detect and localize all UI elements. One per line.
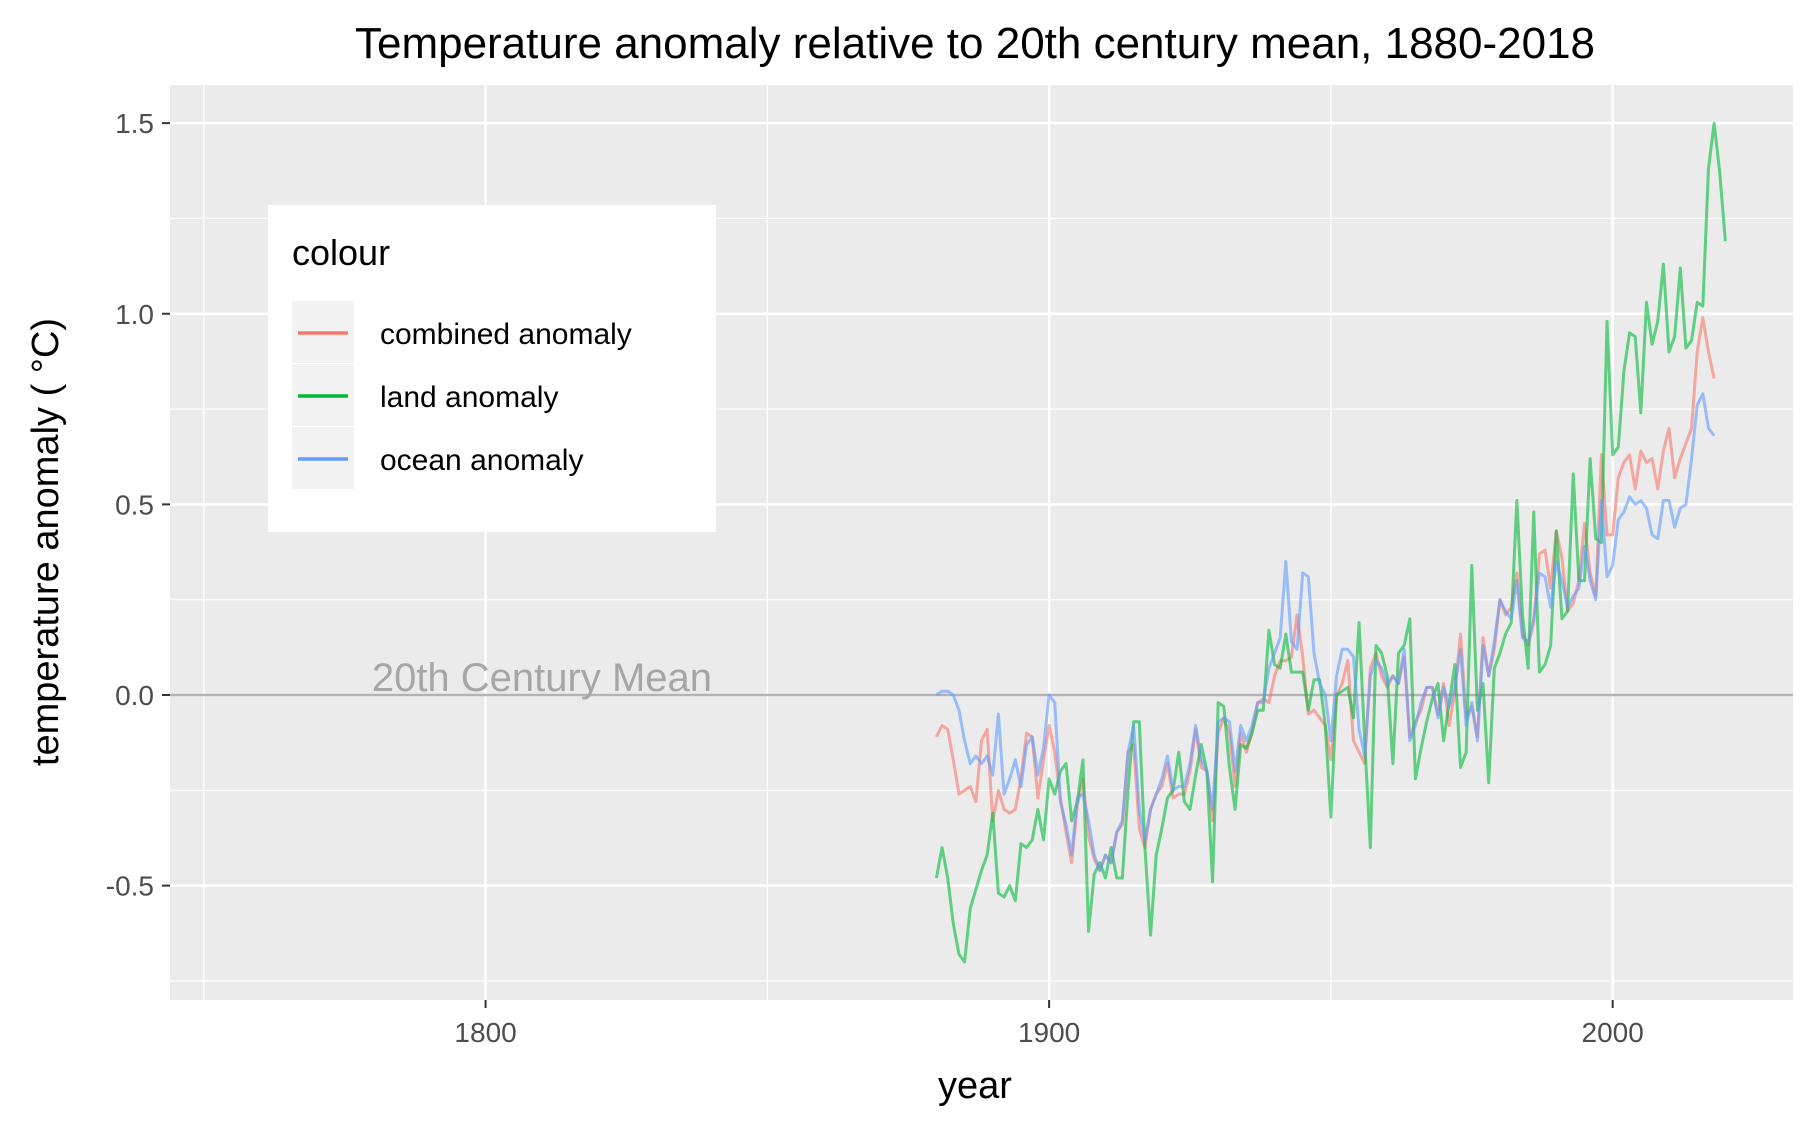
x-tick-label: 1900 xyxy=(1018,1017,1080,1048)
y-tick-label: -0.5 xyxy=(106,871,154,902)
series-lines xyxy=(934,121,1727,964)
x-axis-title: year xyxy=(938,1065,1012,1107)
x-axis: 1800 1900 2000 xyxy=(454,1000,1644,1048)
legend-label: combined anomaly xyxy=(380,318,632,351)
series-line-ocean-anomaly xyxy=(935,392,1716,872)
y-tick-label: 1.0 xyxy=(115,299,154,330)
reference-line-label: 20th Century Mean xyxy=(372,656,712,700)
y-axis-title: temperature anomaly ( °C) xyxy=(25,318,67,766)
y-axis: -0.5 0.0 0.5 1.0 1.5 xyxy=(106,108,170,902)
legend: colour combined anomaly land anomaly ocean… xyxy=(268,205,716,532)
legend-title: colour xyxy=(292,232,390,273)
y-tick-label: 0.5 xyxy=(115,489,154,520)
legend-label: ocean anomaly xyxy=(380,444,583,477)
x-tick-label: 1800 xyxy=(454,1017,516,1048)
series-line-land-anomaly xyxy=(934,121,1727,964)
y-tick-label: 0.0 xyxy=(115,680,154,711)
y-tick-label: 1.5 xyxy=(115,108,154,139)
legend-label: land anomaly xyxy=(380,381,558,414)
x-tick-label: 2000 xyxy=(1582,1017,1644,1048)
chart-title: Temperature anomaly relative to 20th cen… xyxy=(355,19,1595,68)
